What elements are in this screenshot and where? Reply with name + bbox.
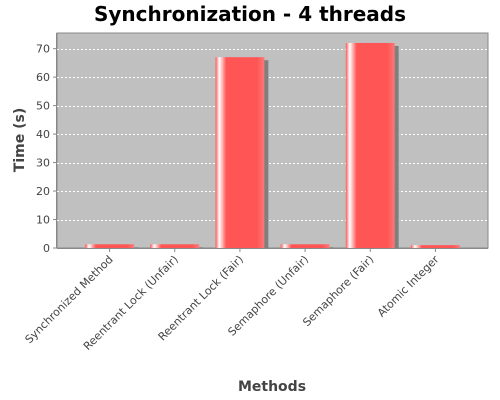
bars (85, 42, 460, 249)
bar (280, 244, 330, 248)
y-axis-label: Time (s) (12, 108, 28, 172)
x-tick-label: Atomic Integer (375, 253, 442, 320)
y-tick-label: 50 (36, 100, 50, 113)
y-tick-label: 30 (36, 157, 50, 170)
x-axis-label: Methods (238, 379, 306, 395)
y-tick-label: 10 (36, 214, 50, 227)
plot-area (56, 32, 489, 249)
bar (410, 245, 460, 248)
y-tick-label: 70 (36, 43, 50, 56)
bar (345, 42, 395, 248)
y-tick-label: 0 (43, 242, 50, 255)
y-tick-label: 60 (36, 71, 50, 84)
y-axis: 0 10 20 30 40 50 60 70 (36, 33, 57, 255)
y-tick-label: 20 (36, 185, 50, 198)
bar (150, 244, 200, 248)
bar (85, 244, 135, 248)
y-tick-label: 40 (36, 128, 50, 141)
x-tick-label: Semaphore (Fair) (300, 253, 376, 329)
chart-title: Synchronization - 4 threads (94, 2, 406, 26)
bar (215, 57, 265, 249)
